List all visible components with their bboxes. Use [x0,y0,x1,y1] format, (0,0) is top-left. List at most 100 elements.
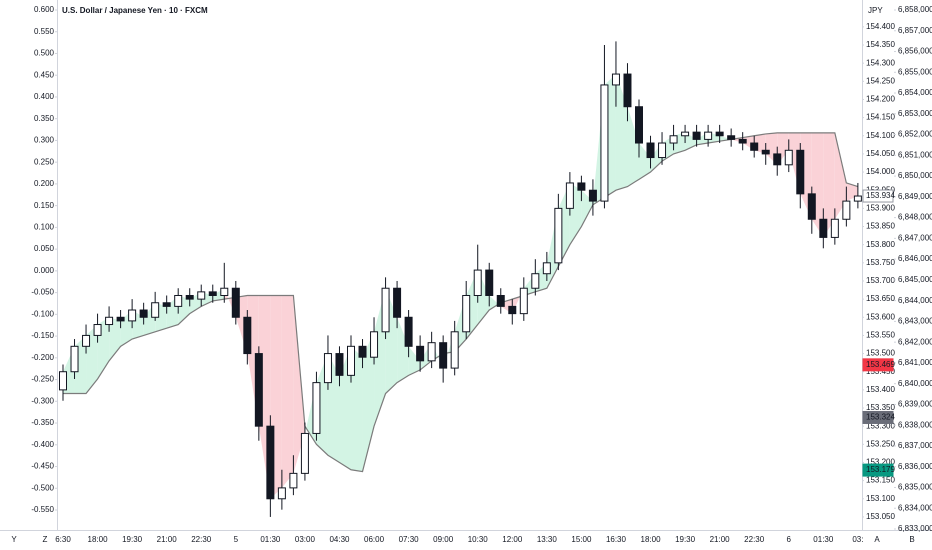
price-tick-label: 153.850 [866,222,895,231]
candle-body [646,142,655,159]
right-tick-label: 6,835,000 [898,483,932,492]
x-tick-label: 01:30 [813,535,834,544]
candle-body [704,131,713,140]
right-tick-label: 6,856,000 [898,47,932,56]
left-tick-label: 0.100 [34,223,55,232]
candle-body [761,149,770,155]
price-tick-label: 154.400 [866,22,895,31]
candle-body [439,342,448,369]
price-tick-label: 154.200 [866,95,895,104]
candle-body [335,353,344,376]
right-tick-label: 6,847,000 [898,233,932,242]
candle-body [738,138,747,144]
price-tick-label: 153.050 [866,512,895,521]
candle-body [174,294,183,307]
x-tick-label: 06:00 [364,535,385,544]
candle-body [519,287,528,315]
price-tag-label: 153.469 [866,360,895,369]
right-tick-label: 6,855,000 [898,67,932,76]
candle-body [565,182,574,209]
price-tick-label: 153.300 [866,421,895,430]
price-tick-label: 153.600 [866,312,895,321]
chart-title: U.S. Dollar / Japanese Yen · 10 · FXCM [62,6,208,15]
x-tick-label: 21:00 [157,535,178,544]
candle-body [208,291,217,296]
left-tick-label: -0.100 [31,309,54,318]
right-tick-label: 6,834,000 [898,503,932,512]
left-tick-label: 0.150 [34,201,55,210]
candle-body [715,131,724,137]
price-tag [862,189,894,203]
x-tick-label: 22:30 [191,535,212,544]
candle-body [727,135,736,140]
x-tick-label: 6:30 [55,535,71,544]
candle-body [358,345,367,358]
candle-body [393,287,402,318]
toolbar-button[interactable]: Y [11,535,17,544]
x-tick-label: 19:30 [675,535,696,544]
right-tick-label: 6,851,000 [898,150,932,159]
toolbar-button[interactable]: A [874,535,880,544]
price-tag [862,410,894,424]
left-tick-label: -0.200 [31,353,54,362]
candle-body [116,316,125,322]
candle-body [162,302,171,307]
candle-body [347,345,355,376]
right-tick-label: 6,845,000 [898,275,932,284]
fill-band [224,288,236,318]
price-tag-label: 153.934 [866,191,895,200]
fill-band [293,295,305,474]
candle-body [220,287,229,296]
left-tick-label: 0.500 [34,49,55,58]
right-tick-label: 6,858,000 [898,5,932,14]
candle-body [796,149,805,195]
right-tick-label: 6,841,000 [898,358,932,367]
candle-body [669,135,678,144]
price-tag-label: 153.179 [866,465,895,474]
candle-body [681,131,690,137]
right-tick-label: 6,853,000 [898,109,932,118]
right-tick-label: 6,854,000 [898,88,932,97]
price-tick-label: 153.200 [866,458,895,467]
candle-body [611,73,620,86]
candle-body [323,353,332,384]
candle-body [588,189,597,202]
candle-body [105,316,114,326]
right-tick-label: 6,844,000 [898,296,932,305]
toolbar-button[interactable]: B [909,535,914,544]
right-tick-label: 6,833,000 [898,524,932,533]
candle-body [635,106,643,144]
candle-body [842,200,851,220]
candle-body [658,142,667,159]
x-tick-label: 22:30 [744,535,765,544]
candle-body [404,316,413,347]
left-tick-label: -0.450 [31,462,54,471]
left-tick-label: -0.500 [31,483,54,492]
plot-area [59,41,862,517]
left-tick-label: 0.200 [34,179,55,188]
candle-body [254,353,263,427]
price-tick-label: 153.500 [866,349,895,358]
right-tick-label: 6,837,000 [898,441,932,450]
right-tick-label: 6,846,000 [898,254,932,263]
left-tick-label: 0.250 [34,157,55,166]
candle-body [750,142,759,151]
price-tick-label: 153.800 [866,240,895,249]
fill-band [339,346,351,470]
price-tick-label: 154.000 [866,167,895,176]
x-tick-label: 12:00 [502,535,523,544]
x-tick-label: 13:30 [537,535,558,544]
price-tick-label: 153.550 [866,331,895,340]
x-tick-label: 16:30 [606,535,627,544]
candle-body [462,294,471,333]
fill-band [489,295,501,311]
candle-body [692,131,701,140]
candle-body [542,262,551,275]
candle-body [773,153,782,166]
toolbar-button[interactable]: Z [43,535,48,544]
price-tick-label: 153.750 [866,258,895,267]
right-tick-label: 6,857,000 [898,26,932,35]
left-tick-label: 0.000 [34,266,55,275]
x-tick-label: 04:30 [329,535,350,544]
